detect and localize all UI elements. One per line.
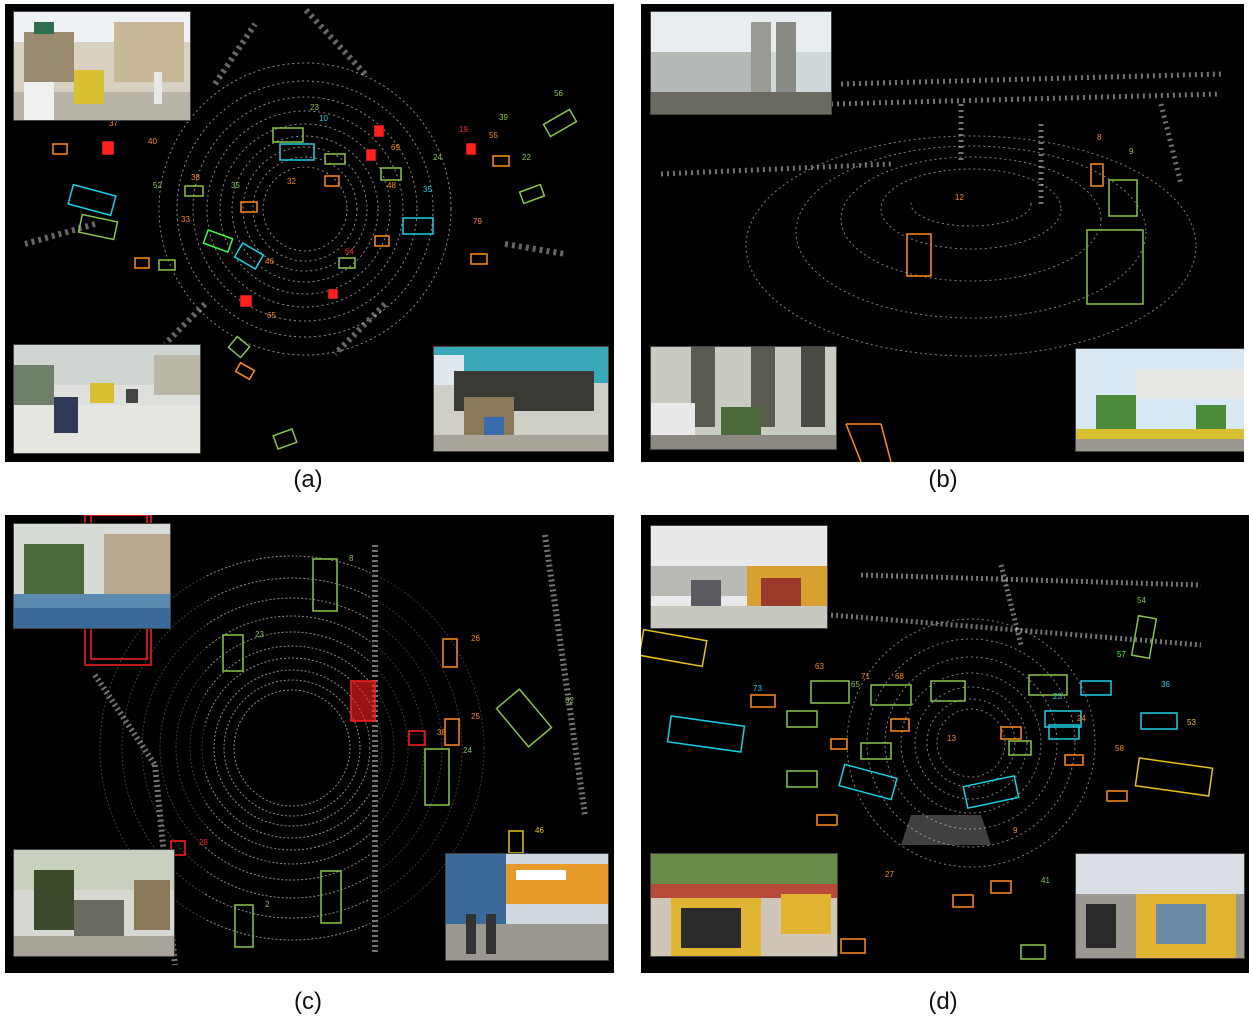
panel-b-label: 12 [955, 193, 964, 202]
panel-b-label: 8 [1097, 133, 1102, 142]
panel-a-label: 19 [459, 125, 468, 134]
panel-d-label: 68 [895, 672, 904, 681]
panel-a-label: 22 [522, 153, 531, 162]
panel-d-label: 23 [1053, 692, 1062, 701]
camera-inset-front [13, 523, 171, 629]
panel-d-pointcloud [830, 564, 1202, 868]
panel-c: 8 23 26 32 25 24 46 2 28 38 [5, 515, 614, 973]
camera-inset-left [650, 853, 838, 957]
panel-d-label: 58 [1115, 744, 1124, 753]
panel-a-label: 35 [231, 181, 240, 190]
panel-a-label: 35 [423, 185, 432, 194]
camera-inset-front [650, 11, 832, 115]
camera-inset-front [13, 11, 191, 121]
panel-a-label: 52 [153, 181, 162, 190]
panel-c-label: 32 [565, 696, 574, 705]
panel-d-label: 71 [861, 672, 870, 681]
panel-a-boxes [52, 108, 578, 450]
panel-c-label: 23 [255, 630, 264, 639]
panel-a-label: 46 [265, 257, 274, 266]
panel-d-label: 13 [947, 734, 956, 743]
camera-inset-left [13, 849, 175, 957]
panel-c-label: 38 [437, 728, 446, 737]
panel-a-label: 32 [287, 177, 296, 186]
caption-c: (c) [294, 988, 322, 1015]
panel-a-label: 39 [499, 113, 508, 122]
panel-a-label: 69 [391, 143, 400, 152]
panel-a-label: 40 [148, 137, 157, 146]
caption-b: (b) [928, 466, 958, 493]
camera-inset-right [1075, 348, 1244, 452]
panel-d-label: 73 [753, 684, 762, 693]
panel-b-pointcloud [660, 71, 1222, 357]
panel-d-label: 54 [1137, 596, 1146, 605]
panel-a-pointcloud [24, 6, 566, 357]
panel-a-label: 23 [310, 103, 319, 112]
panel-a-label: 56 [554, 89, 563, 98]
panel-d: 54 57 36 63 73 71 68 65 53 58 24 23 13 9… [641, 515, 1249, 973]
panel-a-label: 10 [319, 114, 328, 123]
panel-a-label: 24 [433, 153, 442, 162]
camera-inset-right [1075, 853, 1245, 959]
camera-inset-right [445, 853, 609, 961]
panel-c-label: 46 [535, 826, 544, 835]
panel-c-label: 24 [463, 746, 472, 755]
panel-a-label: 38 [191, 173, 200, 182]
panel-d-label: 63 [815, 662, 824, 671]
panel-c-label: 26 [471, 634, 480, 643]
panel-d-label: 9 [1013, 826, 1018, 835]
panel-a-label: 65 [267, 311, 276, 320]
panel-a-label: 33 [181, 215, 190, 224]
panel-d-label: 24 [1077, 714, 1086, 723]
panel-d-label: 57 [1117, 650, 1126, 659]
panel-c-label: 8 [349, 554, 354, 563]
camera-inset-front [650, 525, 828, 629]
panel-a-label: 55 [489, 131, 498, 140]
caption-d: (d) [928, 988, 958, 1015]
panel-b-boxes [845, 163, 1144, 462]
panel-d-label: 27 [885, 870, 894, 879]
panel-a-label: 37 [109, 119, 118, 128]
panel-b: 8 9 12 [641, 4, 1244, 462]
panel-a-label: 48 [387, 181, 396, 190]
panel-b-label: 9 [1129, 147, 1134, 156]
panel-a-label: 64 [345, 247, 354, 256]
panel-c-label: 25 [471, 712, 480, 721]
panel-d-boxes [641, 614, 1214, 960]
panel-c-label: 28 [199, 838, 208, 847]
camera-inset-right [433, 346, 609, 452]
panel-c-boxes [170, 558, 553, 948]
camera-inset-left [650, 346, 837, 450]
panel-c-label: 2 [265, 900, 270, 909]
panel-d-label: 36 [1161, 680, 1170, 689]
caption-a: (a) [293, 466, 323, 493]
panel-a-label: 79 [473, 217, 482, 226]
panel-d-label: 41 [1041, 876, 1050, 885]
camera-inset-left [13, 344, 201, 454]
panel-d-label: 65 [851, 680, 860, 689]
panel-a: 23 10 39 56 37 40 19 55 22 38 52 35 48 3… [5, 4, 614, 462]
panel-d-label: 53 [1187, 718, 1196, 727]
